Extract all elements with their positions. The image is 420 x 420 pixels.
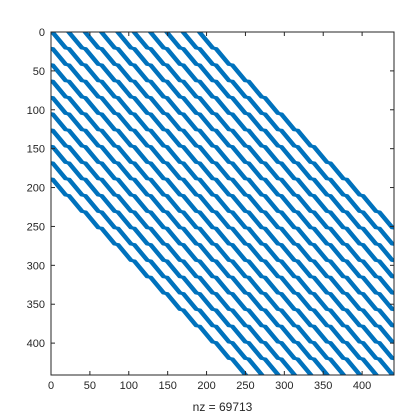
x-tick-label-200: 200 — [197, 380, 215, 392]
y-tick-label-0: 0 — [39, 27, 45, 39]
nonzero-block-18-20 — [376, 324, 394, 344]
nonzero-block-20-12 — [245, 357, 265, 375]
x-tick-label-50: 50 — [84, 380, 96, 392]
nonzero-block-20-11 — [229, 357, 249, 375]
x-tick-label-100: 100 — [120, 380, 138, 392]
nonzero-block-19-20 — [376, 340, 394, 361]
y-tick-label-350: 350 — [27, 299, 45, 311]
y-tick-label-400: 400 — [27, 338, 45, 350]
y-tick-label-150: 150 — [27, 144, 45, 156]
y-tick-label-300: 300 — [27, 260, 45, 272]
nonzero-marks — [51, 32, 394, 375]
nonzero-block-20-20 — [376, 357, 394, 375]
x-tick-label-350: 350 — [314, 380, 332, 392]
nonzero-block-20-18 — [343, 357, 363, 375]
nonzero-block-20-14 — [278, 357, 298, 375]
x-axis-label: nz = 69713 — [193, 400, 253, 414]
nonzero-block-11-20 — [376, 210, 394, 230]
x-tick-label-250: 250 — [236, 380, 254, 392]
nonzero-block-16-20 — [376, 291, 394, 312]
axes-box — [50, 31, 395, 376]
nonzero-block-12-20 — [376, 226, 394, 246]
x-axis: 0 50 100 150 200 250 300 350 400 — [48, 32, 371, 392]
nonzero-block-20-17 — [327, 357, 347, 375]
y-tick-label-250: 250 — [27, 221, 45, 233]
nonzero-block-20-15 — [294, 357, 314, 375]
nonzero-block-17-20 — [376, 308, 394, 328]
nonzero-block-20-19 — [359, 357, 380, 375]
y-tick-label-50: 50 — [33, 66, 45, 78]
nonzero-block-15-20 — [376, 275, 394, 295]
y-tick-label-200: 200 — [27, 183, 45, 195]
nonzero-block-20-16 — [310, 357, 331, 375]
nonzero-block-13-20 — [376, 242, 394, 263]
x-tick-label-0: 0 — [48, 380, 54, 392]
x-tick-label-150: 150 — [158, 380, 176, 392]
x-tick-label-300: 300 — [275, 380, 293, 392]
y-axis: 0 50 100 150 200 250 300 350 400 — [27, 27, 394, 350]
y-tick-label-100: 100 — [27, 105, 45, 117]
x-tick-label-400: 400 — [353, 380, 371, 392]
nonzero-block-14-20 — [376, 259, 394, 279]
nonzero-block-20-13 — [261, 357, 282, 375]
